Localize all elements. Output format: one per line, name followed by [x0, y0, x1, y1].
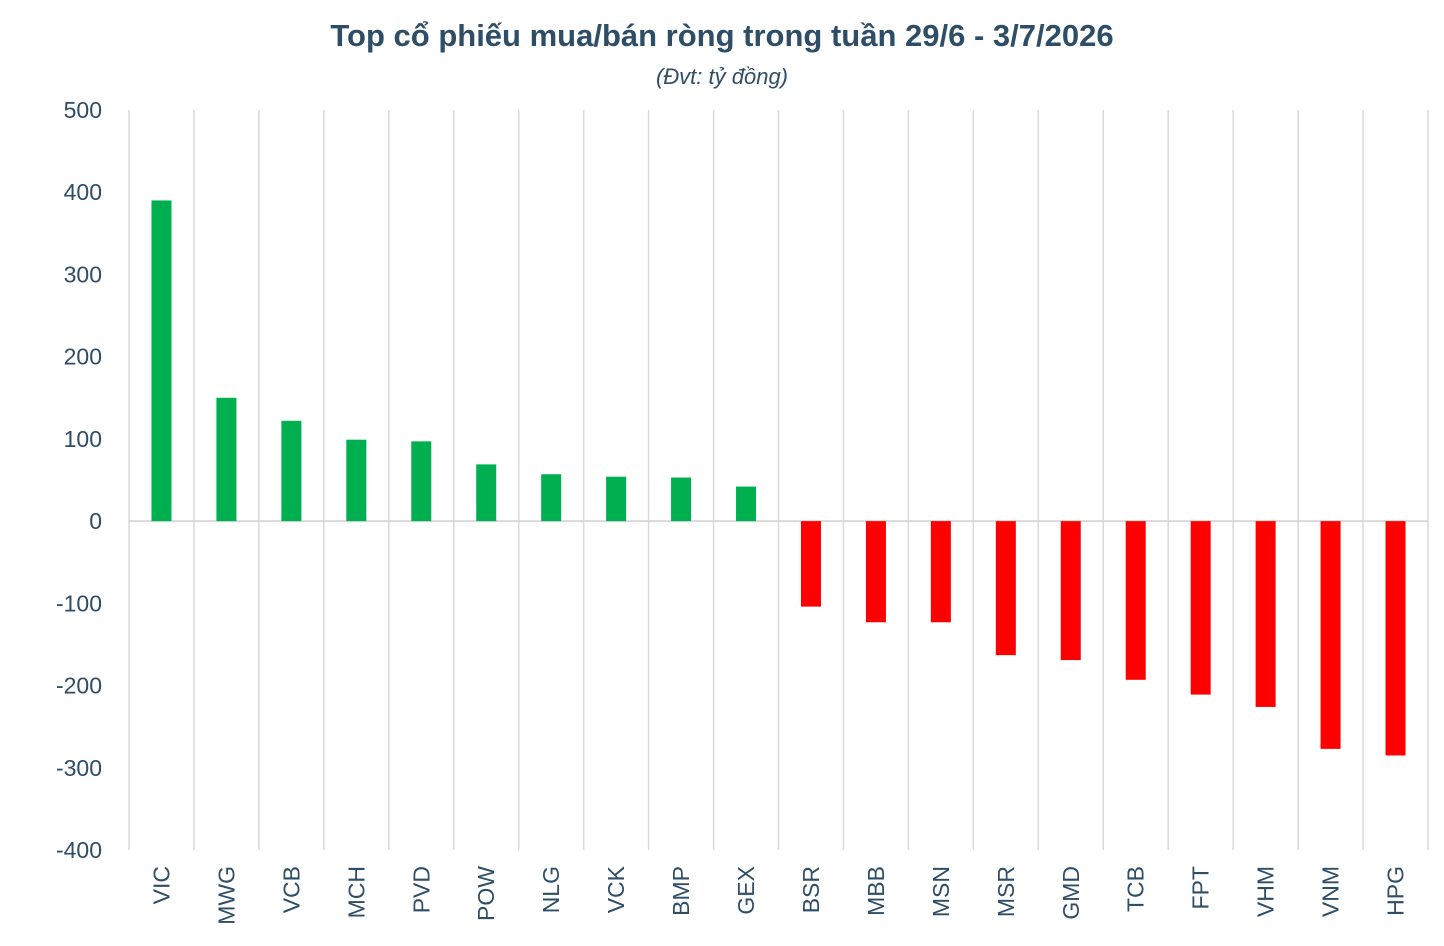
- x-tick-label: GMD: [1058, 866, 1084, 920]
- chart-subtitle: (Đvt: tỷ đồng): [655, 64, 789, 89]
- bar-pvd: [411, 441, 432, 522]
- x-tick-label: BMP: [668, 866, 694, 916]
- x-tick-label: MSR: [993, 866, 1019, 917]
- bar-bmp: [671, 477, 692, 522]
- y-tick-label: 500: [64, 97, 102, 123]
- y-tick-label: -100: [56, 590, 102, 616]
- y-tick-label: 200: [64, 344, 102, 370]
- y-tick-label: -300: [56, 755, 102, 781]
- x-tick-label: VCK: [603, 865, 629, 913]
- bar-pow: [476, 464, 497, 522]
- x-tick-label: VCB: [278, 866, 304, 913]
- bar-vhm: [1255, 521, 1276, 707]
- bar-vnm: [1320, 521, 1341, 749]
- bar-msr: [995, 521, 1016, 656]
- bar-msn: [930, 521, 951, 623]
- y-tick-label: 300: [64, 261, 102, 287]
- chart-title: Top cổ phiếu mua/bán ròng trong tuần 29/…: [330, 18, 1114, 53]
- x-tick-label: MCH: [343, 866, 369, 918]
- y-tick-label: 0: [89, 508, 102, 534]
- x-tick-label: MWG: [213, 866, 239, 925]
- x-tick-label: FPT: [1188, 866, 1214, 909]
- x-tick-label: HPG: [1383, 866, 1409, 916]
- y-axis-ticks: 500 400 300 200 100 0 -100 -200 -300 -400: [56, 97, 102, 863]
- bar-fpt: [1190, 521, 1211, 695]
- x-tick-label: VHM: [1253, 866, 1279, 917]
- y-tick-label: -200: [56, 673, 102, 699]
- bar-mch: [346, 439, 367, 522]
- x-tick-label: VIC: [148, 866, 174, 904]
- x-tick-label: MSN: [928, 866, 954, 917]
- x-tick-label: POW: [473, 866, 499, 921]
- x-axis-labels: VIC MWG VCB MCH PVD POW NLG VCK BMP GEX BSR MBB MSN M…: [148, 865, 1408, 924]
- bar-mbb: [865, 521, 886, 623]
- bar-mwg: [216, 397, 237, 522]
- bar-vcb: [281, 420, 302, 522]
- bar-gmd: [1060, 521, 1081, 661]
- y-tick-label: 400: [64, 179, 102, 205]
- bar-tcb: [1125, 521, 1146, 680]
- bar-vic: [151, 200, 172, 522]
- y-tick-label: -400: [56, 837, 102, 863]
- x-tick-label: MBB: [863, 866, 889, 916]
- bar-hpg: [1385, 521, 1406, 756]
- bar-vck: [606, 476, 627, 522]
- bar-nlg: [541, 474, 562, 522]
- grid-layer: [128, 110, 1429, 850]
- bars-layer: [151, 200, 1406, 756]
- bar-bsr: [800, 521, 821, 607]
- x-tick-label: PVD: [408, 866, 434, 913]
- y-tick-label: 100: [64, 426, 102, 452]
- x-tick-label: TCB: [1123, 866, 1149, 912]
- bar-gex: [736, 486, 757, 522]
- x-tick-label: VNM: [1318, 866, 1344, 917]
- x-tick-label: GEX: [733, 866, 759, 915]
- x-tick-label: NLG: [538, 866, 564, 913]
- x-tick-label: BSR: [798, 866, 824, 913]
